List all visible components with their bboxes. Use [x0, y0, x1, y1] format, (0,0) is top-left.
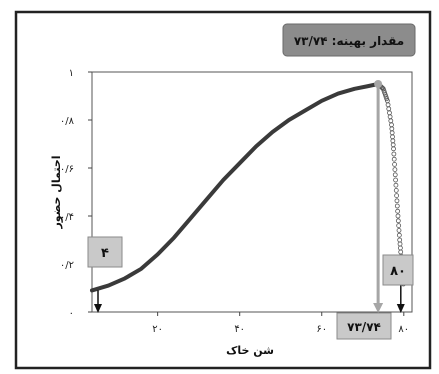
optimum-title-box: [282, 23, 416, 57]
optimum-title-label: مقدار بهینه: ۷۳/۷۴: [294, 34, 404, 48]
min-box-label: ۴: [101, 246, 109, 261]
y-axis-title: احتمال حضور: [50, 155, 63, 229]
min-arrow-head: [94, 304, 102, 313]
response-curve: [90, 82, 381, 293]
tail-point: [393, 177, 398, 183]
tail-point: [394, 198, 400, 204]
tail-point: [396, 232, 402, 238]
tail-point: [394, 203, 400, 209]
axes: ۰ ۰/۲ ۰/۴ ۰/۶ ۰/۸ ۱ ۲۰ ۴۰ ۶۰ ۸۰ شن خاک احتمال حضور: [50, 68, 413, 357]
tail-point: [396, 223, 402, 229]
plot-border: [91, 71, 413, 313]
x-tick-label: ۸۰: [398, 324, 409, 335]
y-tick-label: ۰/۶: [60, 164, 74, 175]
y-tick-label: ۰/۲: [60, 260, 74, 271]
max-arrow-head: [396, 304, 405, 313]
optimum-value-label: ۷۳/۷۴: [347, 320, 381, 334]
x-tick-label: ۲۰: [152, 324, 163, 335]
tail-point: [391, 151, 397, 157]
optimum-arrow: [373, 303, 384, 313]
x-tick-label: ۴۰: [234, 324, 245, 335]
y-tick-label: ۱: [69, 68, 74, 79]
tail-point: [396, 227, 402, 233]
optimum-value-box: [336, 312, 392, 340]
tail-point: [395, 213, 401, 219]
tail-point: [395, 218, 401, 224]
y-tick-label: ۰/۴: [60, 212, 74, 223]
tail-point: [392, 172, 398, 178]
tail-point: [394, 193, 400, 199]
optimum-point: [374, 80, 383, 88]
y-axis-title-group: احتمال حضور: [50, 155, 63, 229]
y-tick-label: ۰/۸: [60, 116, 75, 127]
plot-area: [90, 80, 406, 313]
tail-point: [393, 187, 399, 193]
annotations: مقدار بهینه: ۷۳/۷۴ ۴ ۸۰ ۷۳/۷۴: [87, 23, 416, 340]
x-axis-title: شن خاک: [226, 344, 274, 357]
tail-point: [392, 167, 398, 173]
max-box: [382, 254, 414, 286]
tail-point: [393, 182, 399, 188]
max-box-label: ۸۰: [390, 264, 406, 279]
tail-point: [391, 146, 396, 152]
min-box: [87, 236, 123, 268]
tail-point: [395, 208, 401, 214]
tail-point: [391, 156, 397, 162]
x-tick-label: ۶۰: [316, 324, 327, 335]
tail-point: [392, 161, 397, 167]
outer-frame: [14, 10, 432, 370]
y-tick-label: ۰: [69, 308, 74, 319]
